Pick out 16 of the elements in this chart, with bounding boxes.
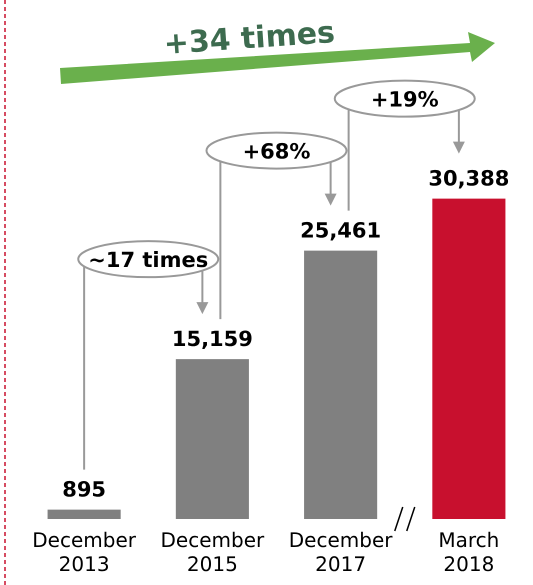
data-label: 895 — [62, 478, 106, 502]
x-tick-label: December 2013 — [32, 528, 137, 576]
bar — [304, 250, 378, 519]
data-label: 15,159 — [172, 327, 253, 352]
text: +68% — [242, 140, 310, 164]
x-tick-label: December 2017 — [288, 528, 394, 576]
text: +19% — [370, 88, 439, 112]
text: +34 times — [162, 15, 336, 62]
x-tick-label: March 2018 — [438, 528, 500, 576]
x-tick-label: December 2015 — [160, 528, 266, 576]
bar — [176, 359, 249, 519]
bar — [48, 510, 121, 519]
annotation: ~17 times — [88, 248, 208, 272]
bar — [432, 198, 506, 519]
data-label: 30,388 — [428, 166, 510, 191]
data-label: 25,461 — [300, 218, 382, 243]
